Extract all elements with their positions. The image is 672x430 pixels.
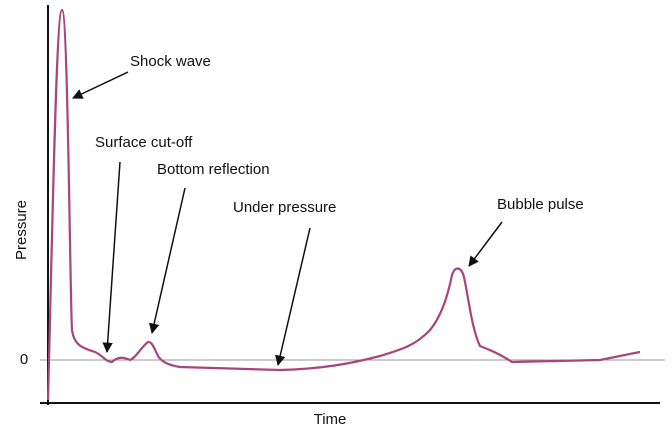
annotation-arrow bbox=[468, 221, 503, 267]
annotation-label: Bubble pulse bbox=[497, 196, 584, 213]
annotation-label: Bottom reflection bbox=[157, 161, 270, 178]
annotation-arrow bbox=[148, 187, 186, 335]
pressure-curve bbox=[46, 8, 641, 401]
annotation-label: Surface cut-off bbox=[95, 134, 193, 151]
annotation-label: Shock wave bbox=[130, 53, 211, 70]
annotation-label: Under pressure bbox=[233, 199, 336, 216]
annotation-arrow bbox=[102, 161, 121, 354]
x-axis-label: Time bbox=[314, 411, 347, 428]
y-axis-label: Pressure bbox=[13, 200, 30, 260]
zero-label: 0 bbox=[20, 351, 28, 368]
annotation-arrow bbox=[72, 71, 129, 99]
annotation-arrow bbox=[275, 227, 311, 367]
